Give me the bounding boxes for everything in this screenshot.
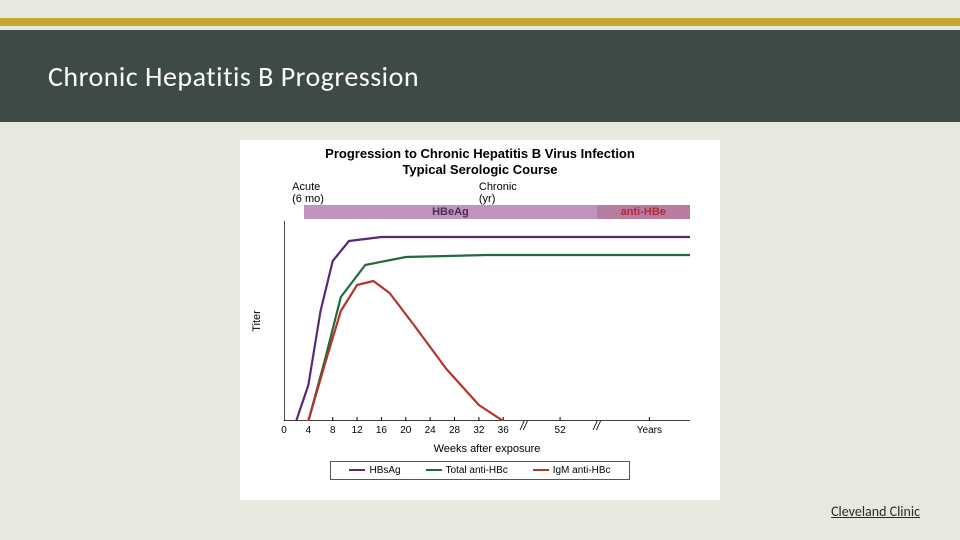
x-tick: 52	[555, 425, 566, 436]
y-axis-label: Titer	[251, 310, 263, 332]
phase-bar: anti-HBe	[597, 205, 690, 219]
x-tick: 24	[425, 425, 436, 436]
accent-stripe	[0, 18, 960, 26]
legend-swatch	[533, 469, 549, 471]
legend-label: Total anti-HBc	[446, 465, 508, 476]
phase-label-chronic: Chronic(yr)	[479, 181, 517, 205]
axis-break: //	[593, 419, 600, 433]
x-tick: 20	[400, 425, 411, 436]
x-tick: 0	[281, 425, 287, 436]
legend-item: IgM anti-HBc	[533, 465, 611, 476]
x-tick: 32	[473, 425, 484, 436]
title-band: Chronic Hepatitis B Progression	[0, 30, 960, 122]
chart-title: Progression to Chronic Hepatitis B Virus…	[240, 140, 720, 181]
legend-swatch	[349, 469, 365, 471]
x-tick: 4	[306, 425, 312, 436]
phase-label-acute: Acute(6 mo)	[292, 181, 324, 205]
citation-link[interactable]: Cleveland Clinic	[831, 503, 920, 520]
x-tick: 16	[376, 425, 387, 436]
x-axis-label: Weeks after exposure	[284, 443, 690, 455]
plot-area: Titer	[284, 221, 690, 421]
x-tick: 12	[352, 425, 363, 436]
legend-swatch	[426, 469, 442, 471]
legend-label: HBsAg	[369, 465, 400, 476]
chart-title-line1: Progression to Chronic Hepatitis B Virus…	[325, 146, 635, 161]
axis-break: //	[520, 419, 527, 433]
x-tick: 28	[449, 425, 460, 436]
series-IgM anti-HBc	[308, 281, 503, 421]
legend-item: HBsAg	[349, 465, 400, 476]
series-Total anti-HBc	[308, 255, 690, 421]
legend: HBsAg Total anti-HBc IgM anti-HBc	[330, 461, 630, 480]
slide-title: Chronic Hepatitis B Progression	[48, 59, 419, 94]
x-tick: 36	[498, 425, 509, 436]
legend-item: Total anti-HBc	[426, 465, 508, 476]
x-ticks: 0 4 8 12 16 20 24 28 32 36 52 Years // //	[284, 421, 690, 443]
x-tick: 8	[330, 425, 336, 436]
serology-chart: Progression to Chronic Hepatitis B Virus…	[240, 140, 720, 500]
legend-label: IgM anti-HBc	[553, 465, 611, 476]
x-tick: Years	[637, 425, 662, 436]
phase-bar: HBeAg	[304, 205, 596, 219]
phase-row: Acute(6 mo) Chronic(yr) HBeAganti-HBe	[284, 183, 690, 217]
line-plot-svg	[284, 221, 690, 421]
chart-title-line2: Typical Serologic Course	[402, 162, 557, 177]
series-HBsAg	[296, 237, 690, 421]
